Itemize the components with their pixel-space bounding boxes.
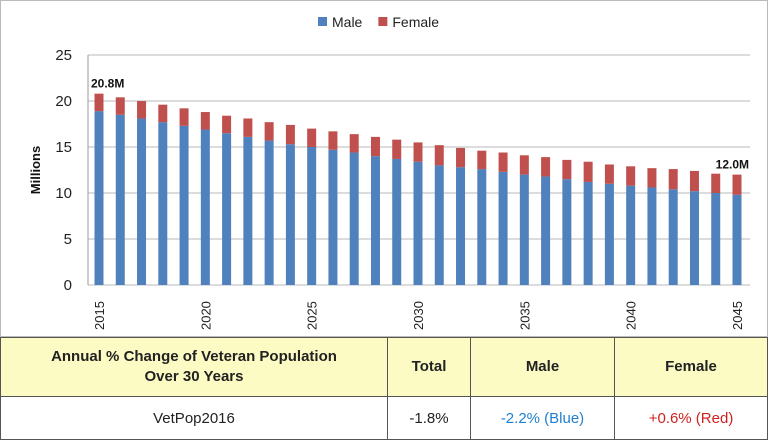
- header-description: Annual % Change of Veteran Population Ov…: [0, 337, 388, 397]
- bar-female-2015: [94, 93, 104, 112]
- x-tick-label: 2015: [92, 301, 107, 330]
- bar-male-2018: [158, 122, 168, 285]
- data-label: 12.0M: [716, 158, 749, 172]
- header-male: Male: [470, 337, 615, 397]
- bar-female-2019: [179, 108, 189, 126]
- x-tick-label: 2035: [517, 301, 532, 330]
- x-tick-label: 2030: [411, 301, 426, 330]
- bar-male-2017: [137, 118, 147, 285]
- data-label: 20.8M: [91, 77, 124, 91]
- bar-male-2028: [370, 156, 380, 285]
- x-tick-label: 2040: [624, 301, 639, 330]
- y-axis-label: Millions: [28, 146, 43, 194]
- bar-male-2020: [200, 129, 210, 285]
- bar-male-2026: [328, 149, 338, 285]
- bar-male-2035: [519, 174, 529, 285]
- bar-female-2024: [285, 124, 295, 145]
- bar-male-2041: [647, 187, 657, 285]
- bar-female-2025: [307, 128, 317, 147]
- bar-female-2040: [626, 166, 636, 186]
- bar-female-2029: [392, 139, 402, 159]
- bar-male-2031: [434, 165, 444, 285]
- bar-female-2038: [583, 161, 593, 182]
- y-tick-label: 20: [55, 93, 72, 110]
- bar-female-2016: [115, 97, 125, 115]
- bar-male-2016: [115, 114, 125, 285]
- bar-male-2029: [392, 158, 402, 285]
- x-tick-label: 2045: [730, 301, 745, 330]
- y-tick-label: 0: [64, 277, 72, 294]
- bar-female-2039: [604, 164, 614, 184]
- bar-female-2021: [222, 115, 232, 134]
- bar-female-2041: [647, 168, 657, 188]
- bar-male-2045: [732, 194, 742, 285]
- bar-male-2038: [583, 181, 593, 285]
- bar-male-2033: [477, 169, 487, 285]
- bar-male-2019: [179, 125, 189, 285]
- legend-swatch-female: [378, 17, 388, 26]
- bar-male-2044: [711, 193, 721, 285]
- header-line-1: Annual % Change of Veteran Population: [51, 348, 337, 365]
- legend-label-male: Male: [332, 14, 363, 30]
- header-female: Female: [614, 337, 768, 397]
- row-label: VetPop2016: [0, 396, 388, 440]
- bar-female-2045: [732, 174, 742, 195]
- bar-male-2034: [498, 171, 508, 285]
- bar-female-2031: [434, 145, 444, 166]
- bar-female-2032: [456, 147, 466, 168]
- bar-male-2032: [456, 167, 466, 285]
- bar-female-2042: [668, 169, 678, 190]
- bar-male-2027: [349, 152, 359, 285]
- bar-female-2028: [370, 136, 380, 157]
- bar-female-2043: [689, 170, 699, 192]
- bar-female-2023: [264, 122, 274, 141]
- bar-male-2015: [94, 111, 104, 286]
- legend-label-female: Female: [392, 14, 439, 30]
- bar-female-2036: [541, 157, 551, 177]
- table-row: VetPop2016 -1.8% -2.2% (Blue) +0.6% (Red…: [0, 396, 768, 440]
- y-tick-label: 15: [55, 139, 72, 156]
- bar-female-2026: [328, 131, 338, 150]
- bar-male-2021: [222, 133, 232, 285]
- bar-male-2040: [626, 185, 636, 285]
- bar-female-2022: [243, 118, 253, 137]
- y-tick-label: 10: [55, 185, 72, 202]
- legend-swatch-male: [318, 17, 327, 26]
- bar-male-2025: [307, 147, 317, 285]
- bar-male-2022: [243, 136, 253, 285]
- bar-male-2043: [689, 191, 699, 285]
- bar-female-2020: [200, 112, 210, 130]
- bar-female-2035: [519, 155, 529, 175]
- y-tick-label: 25: [55, 47, 72, 64]
- row-total: -1.8%: [387, 396, 471, 440]
- row-male: -2.2% (Blue): [470, 396, 615, 440]
- bar-female-2034: [498, 152, 508, 172]
- bar-male-2024: [285, 144, 295, 285]
- bar-female-2037: [562, 159, 572, 180]
- x-tick-label: 2020: [198, 301, 213, 330]
- bar-male-2023: [264, 140, 274, 285]
- bar-female-2027: [349, 134, 359, 153]
- y-tick-label: 5: [64, 231, 72, 248]
- header-line-2: Over 30 Years: [144, 368, 244, 385]
- bar-female-2044: [711, 173, 721, 193]
- bar-male-2039: [604, 183, 614, 285]
- x-tick-label: 2025: [305, 301, 320, 330]
- bar-male-2036: [541, 176, 551, 285]
- bar-female-2033: [477, 150, 487, 170]
- bar-male-2037: [562, 179, 572, 285]
- bar-female-2030: [413, 142, 423, 162]
- bar-male-2042: [668, 189, 678, 285]
- annual-change-table: Annual % Change of Veteran Population Ov…: [0, 337, 768, 440]
- bar-male-2030: [413, 161, 423, 285]
- row-female: +0.6% (Red): [614, 396, 768, 440]
- bar-female-2017: [137, 101, 147, 119]
- bar-female-2018: [158, 104, 168, 123]
- table-header-row: Annual % Change of Veteran Population Ov…: [0, 337, 768, 397]
- header-total: Total: [387, 337, 471, 397]
